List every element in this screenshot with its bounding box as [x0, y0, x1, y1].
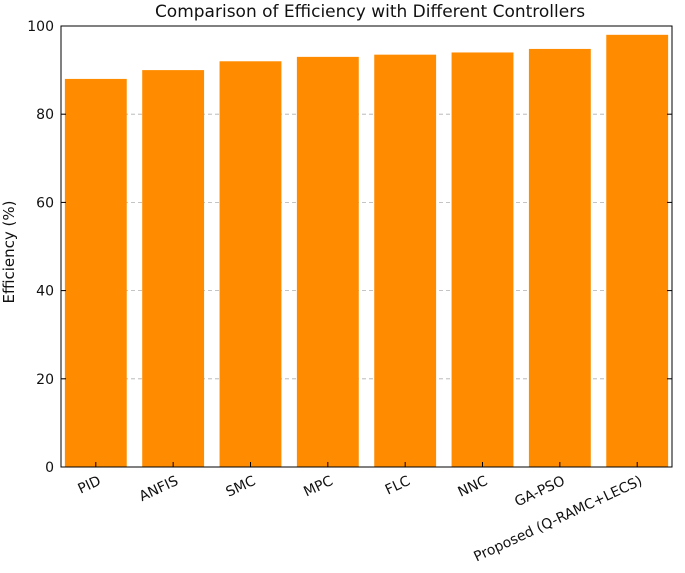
y-tick-label: 80 [36, 107, 54, 123]
bar-anfis [142, 70, 205, 467]
plot-frame [60, 25, 673, 468]
x-tick-label: ANFIS [137, 473, 181, 505]
bar-flc [374, 54, 437, 467]
x-tick-label: SMC [224, 473, 259, 501]
y-tick-label: 40 [36, 284, 54, 300]
bar-smc [219, 61, 282, 467]
y-tick-label: 20 [36, 372, 54, 388]
bar-pid [64, 78, 127, 468]
y-tick-label: 0 [45, 460, 54, 476]
x-tick-label: PID [76, 473, 104, 497]
y-tick-label: 100 [27, 19, 54, 35]
bar-nnc [451, 52, 514, 468]
bar-ga-pso [528, 48, 591, 467]
y-ticks: 0 20 40 60 80 100 [27, 19, 672, 476]
chart-title: Comparison of Efficiency with Different … [155, 2, 585, 22]
bar-mpc [296, 56, 359, 468]
x-tick-label: GA-PSO [512, 473, 567, 510]
x-tick-label: NNC [456, 473, 491, 501]
bar-proposed-q-ramc-lecs [606, 34, 669, 467]
y-tick-label: 60 [36, 195, 54, 211]
y-axis-label: Efficiency (%) [0, 201, 18, 304]
x-tick-label: MPC [301, 473, 335, 500]
x-tick-label: FLC [383, 473, 413, 498]
bars [64, 34, 669, 468]
